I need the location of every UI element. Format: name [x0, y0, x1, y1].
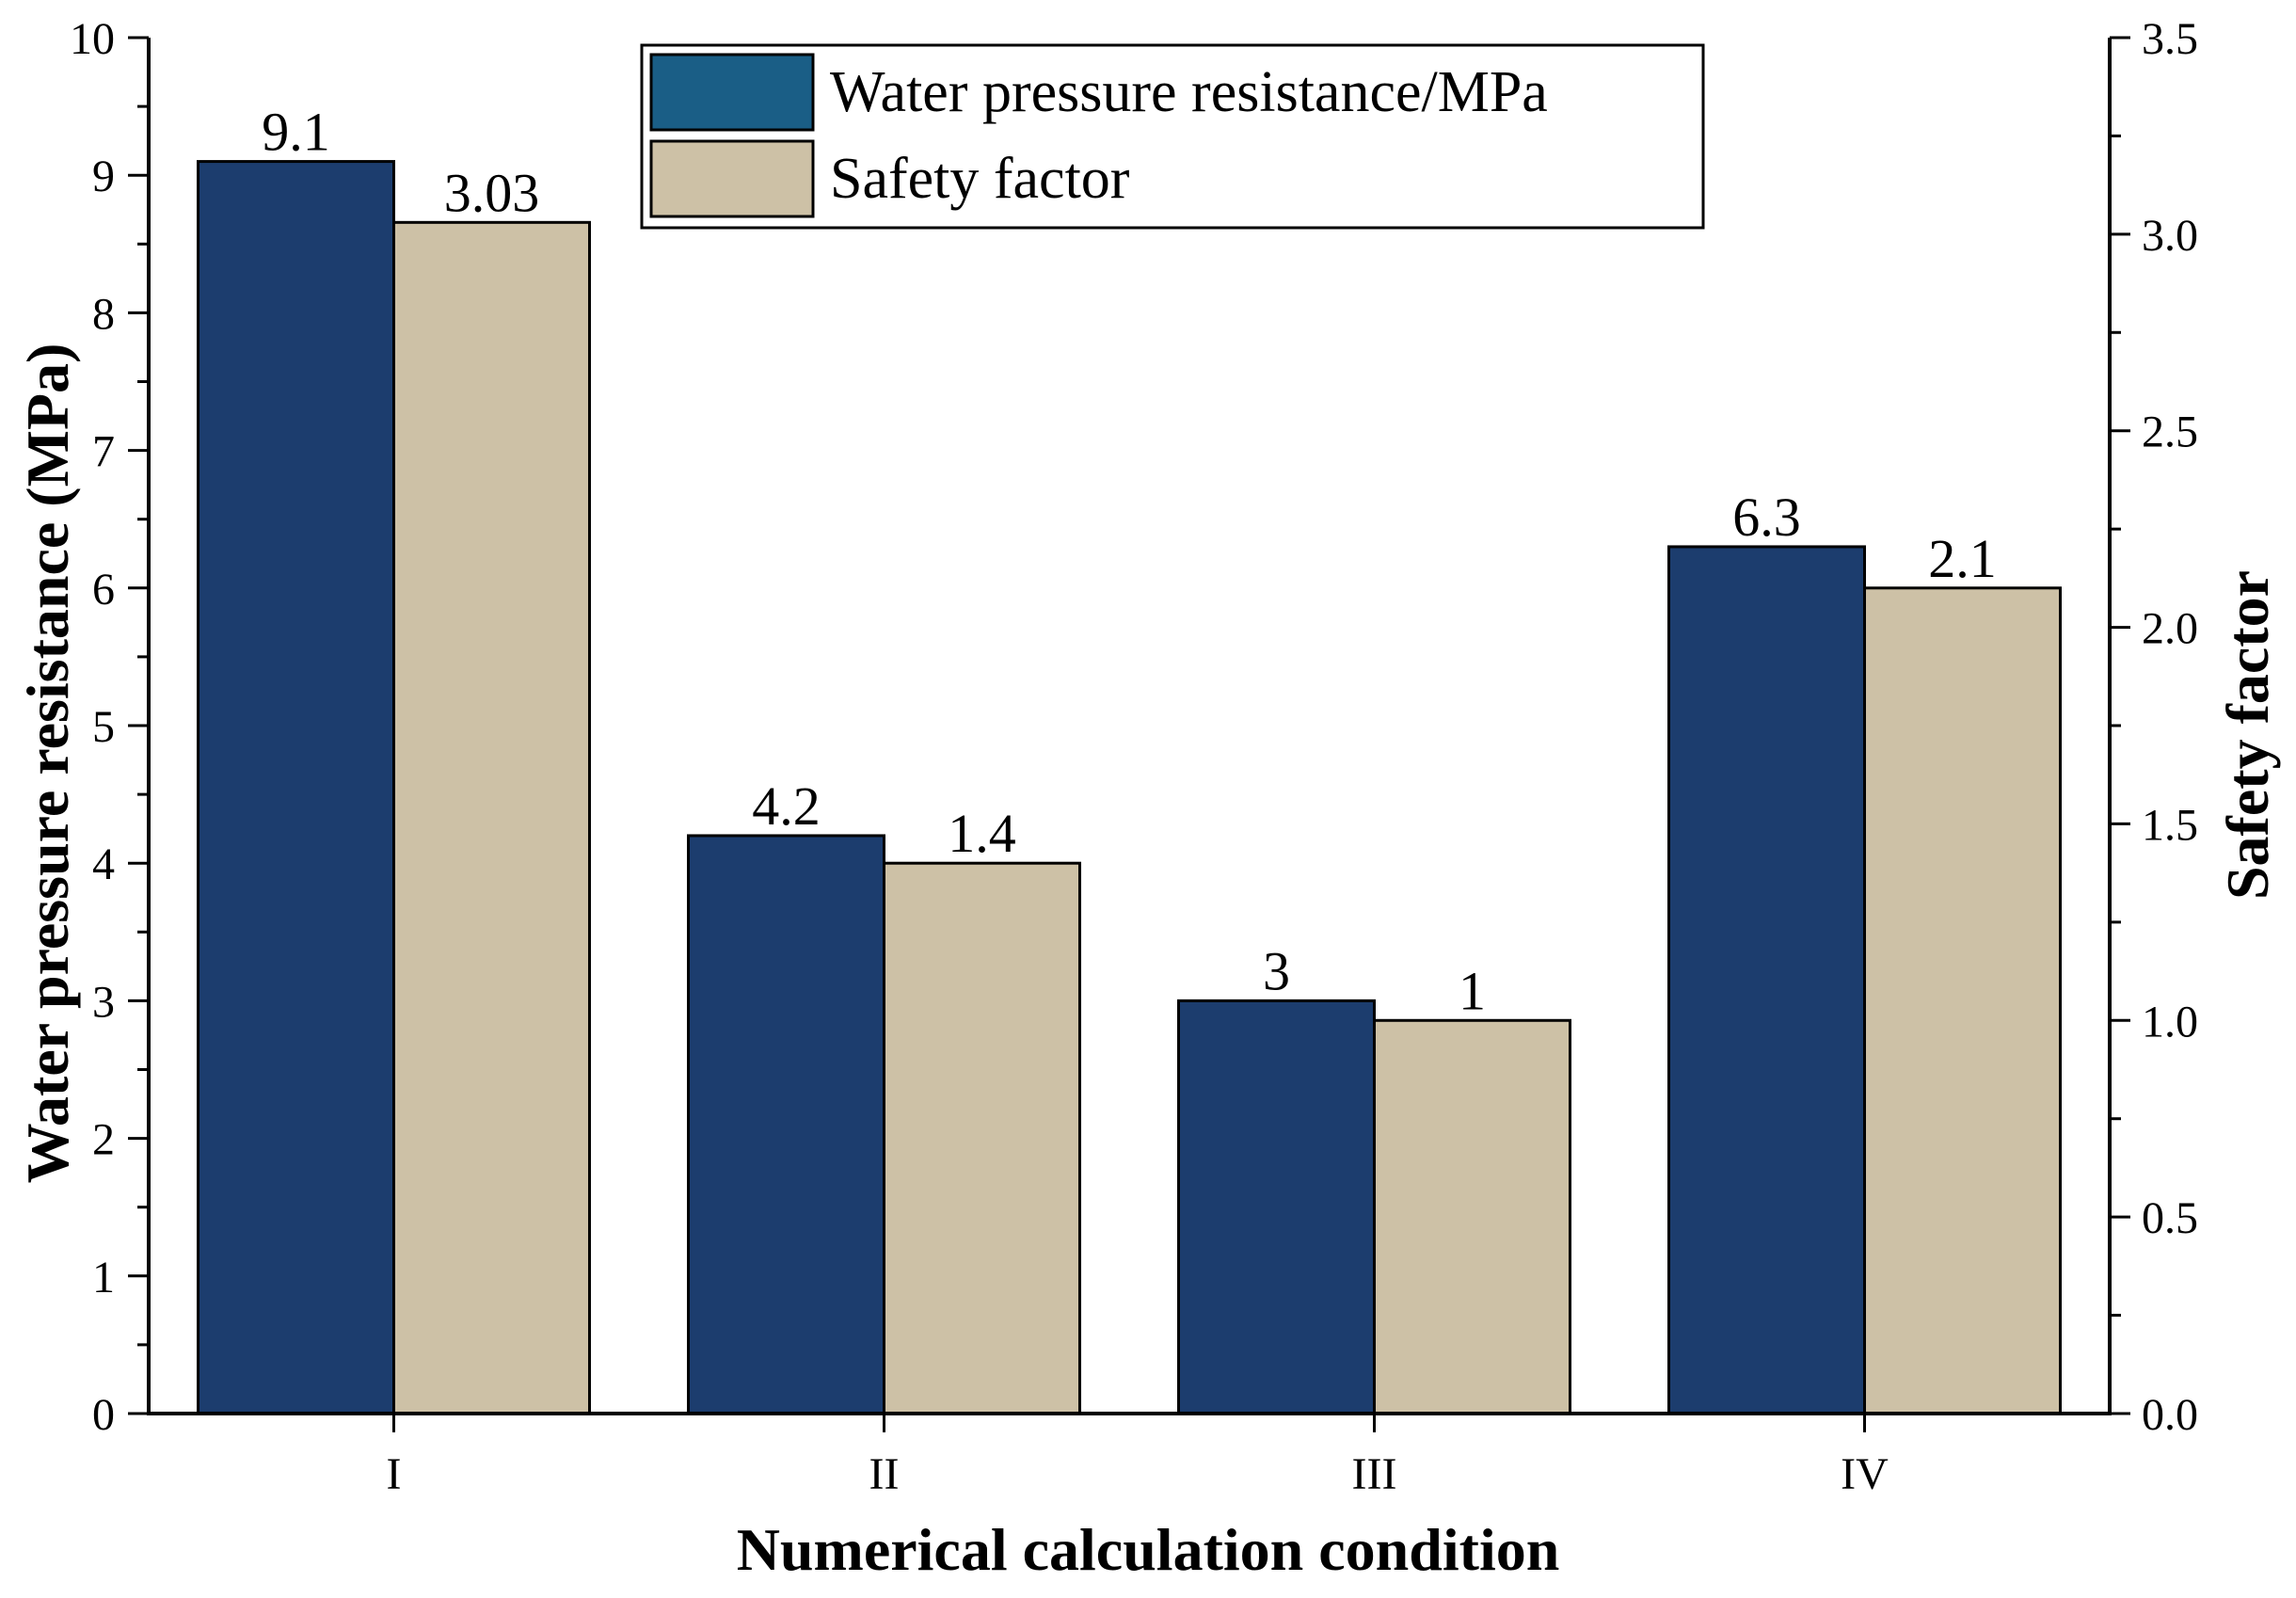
x-tick-label-III: III [1352, 1449, 1397, 1499]
data-label-water-pressure-II: 4.2 [752, 775, 821, 837]
x-tick-label-II: II [869, 1449, 900, 1499]
y-left-axis-title: Water pressure resistance (MPa) [14, 344, 81, 1184]
bar-safety-factor-III [1373, 1018, 1571, 1415]
bars-group [197, 160, 2062, 1415]
y-left-tick-label: 6 [92, 565, 115, 615]
y-left-tick-label: 5 [92, 702, 115, 752]
data-label-safety-factor-III: 1 [1459, 960, 1486, 1021]
bar-safety-factor-IV [1863, 586, 2062, 1415]
y-right-tick-label: 2.5 [2142, 407, 2198, 457]
y-right-axis-title: Safety factor [2214, 570, 2281, 900]
bar-water-pressure-II [687, 834, 885, 1415]
y-left-tick-label: 4 [92, 839, 115, 889]
data-label-safety-factor-II: 1.4 [948, 803, 1016, 864]
y-right-tick-label: 0.0 [2142, 1390, 2198, 1440]
bar-safety-factor-II [883, 861, 1081, 1415]
y-right-tick-label: 1.5 [2142, 800, 2198, 850]
data-label-water-pressure-IV: 6.3 [1732, 487, 1801, 548]
y-left-tick-label: 9 [92, 152, 115, 201]
y-left-tick-label: 2 [92, 1115, 115, 1165]
bar-safety-factor-I [392, 220, 591, 1415]
y-left-tick-label: 3 [92, 977, 115, 1027]
legend-label-safety-factor: Safety factor [830, 147, 1130, 211]
y-right-tick-label: 3.5 [2142, 14, 2198, 64]
y-right-tick-label: 3.0 [2142, 211, 2198, 261]
legend-label-water-pressure: Water pressure resistance/MPa [830, 60, 1548, 124]
legend-frame [640, 43, 1705, 230]
data-label-water-pressure-III: 3 [1263, 940, 1290, 1001]
x-tick-label-I: I [387, 1449, 402, 1499]
legend: Water pressure resistance/MPa Safety fact… [640, 43, 1705, 230]
legend-swatch-safety-factor [649, 139, 815, 218]
y-right-tick-label: 2.0 [2142, 604, 2198, 654]
x-tick-label-IV: IV [1841, 1449, 1889, 1499]
bar-water-pressure-III [1177, 999, 1376, 1415]
data-label-water-pressure-I: 9.1 [262, 102, 330, 163]
data-labels-group: 9.1 3.03 4.2 1.4 3 1 6.3 2.1 [262, 102, 1997, 1022]
y-left-tick-label: 10 [70, 14, 115, 64]
x-axis-title: Numerical calculation condition [737, 1516, 1560, 1583]
y-left-tick-label: 0 [92, 1390, 115, 1440]
axes-group: I II III IV0123456789100.00.51.01.52.02.53.… [70, 14, 2198, 1499]
bar-water-pressure-I [197, 160, 395, 1415]
y-left-tick-label: 8 [92, 289, 115, 339]
y-left-tick-label: 1 [92, 1253, 115, 1302]
data-label-safety-factor-I: 3.03 [444, 162, 540, 223]
y-right-tick-label: 0.5 [2142, 1193, 2198, 1243]
y-right-tick-label: 1.0 [2142, 997, 2198, 1047]
legend-swatch-water-pressure [649, 53, 815, 132]
axis-titles: Numerical calculation condition Water pre… [14, 344, 2281, 1583]
bar-water-pressure-IV [1667, 545, 1866, 1415]
data-label-safety-factor-IV: 2.1 [1928, 528, 1997, 589]
y-left-tick-label: 7 [92, 427, 115, 477]
